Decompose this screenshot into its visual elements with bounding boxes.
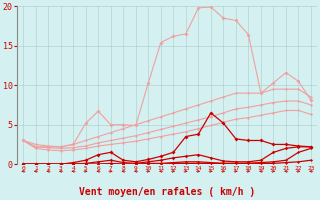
X-axis label: Vent moyen/en rafales ( km/h ): Vent moyen/en rafales ( km/h )	[79, 187, 255, 197]
